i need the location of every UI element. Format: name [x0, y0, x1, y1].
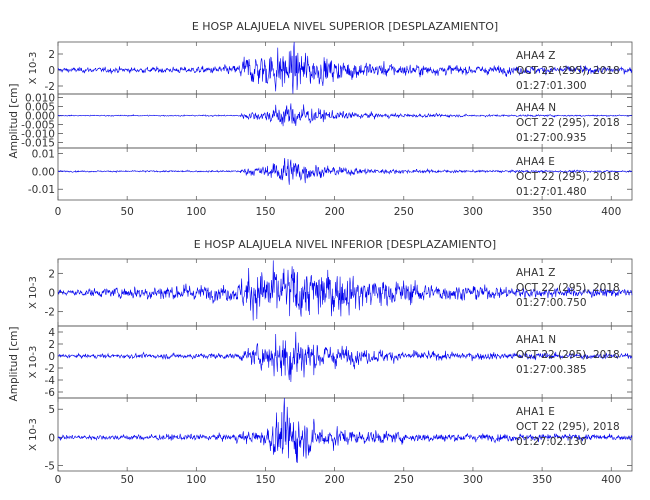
waveform-line — [57, 103, 633, 127]
trace-panel-aha4-z: -2 0 2 X 10-3 AHA4 Z OCT 22 (295), 2018 01:27:… — [28, 41, 633, 95]
station-label: AHA1 Z — [516, 267, 555, 279]
y-axis-label: Amplitud [cm] — [8, 327, 20, 402]
y-tick-label: 0 — [48, 65, 55, 77]
x-tick-label: 250 — [394, 474, 414, 486]
date-label: OCT 22 (295), 2018 — [516, 421, 620, 433]
scale-label: X 10-3 — [28, 418, 39, 451]
y-tick-label: 2 — [48, 268, 55, 280]
date-label: OCT 22 (295), 2018 — [516, 282, 620, 294]
x-tick-label: 250 — [394, 206, 414, 218]
time-label: 01:27:01.480 — [516, 186, 587, 198]
y-tick-label: 2 — [48, 49, 55, 61]
x-tick-label: 350 — [532, 474, 552, 486]
x-tick-label: 300 — [463, 474, 483, 486]
y-tick-label: 0.01 — [32, 148, 55, 160]
waveform-line — [57, 397, 633, 463]
y-tick-label: -2 — [45, 81, 55, 93]
y-tick-label: 4 — [48, 327, 55, 339]
y-tick-label: 0 — [48, 288, 55, 300]
scale-label: X 10-3 — [28, 346, 39, 379]
scale-label: X 10-3 — [28, 276, 39, 309]
chart-group-1: E HOSP ALAJUELA NIVEL SUPERIOR [DESPLAZA… — [8, 20, 633, 218]
y-tick-label: 0.010 — [25, 93, 55, 105]
x-tick-label: 150 — [255, 206, 275, 218]
trace-panel-aha4-e: 0.01 0.00 -0.01 AHA4 E OCT 22 (295), 2018 01:… — [28, 147, 633, 201]
y-tick-label: -2 — [45, 363, 55, 375]
chart-title: E HOSP ALAJUELA NIVEL INFERIOR [DESPLAZA… — [194, 238, 496, 251]
date-label: OCT 22 (295), 2018 — [516, 65, 620, 77]
x-tick-label: 0 — [55, 474, 62, 486]
chart-title: E HOSP ALAJUELA NIVEL SUPERIOR [DESPLAZA… — [192, 20, 498, 33]
y-tick-label: -4 — [45, 375, 56, 387]
y-tick-label: -6 — [45, 387, 56, 399]
x-tick-label: 200 — [325, 474, 345, 486]
x-tick-label: 50 — [120, 206, 133, 218]
station-label: AHA4 Z — [516, 50, 555, 62]
y-tick-label: -2 — [45, 307, 55, 319]
time-label: 01:27:01.300 — [516, 80, 587, 92]
y-tick-label: 5 — [48, 404, 55, 416]
station-label: AHA1 E — [516, 406, 555, 418]
x-tick-label: 200 — [325, 206, 345, 218]
x-tick-label: 50 — [120, 474, 133, 486]
trace-panel-aha1-e: 5 0 -5 X 10-3 AHA1 E OCT 22 (295), 2018 01:27:… — [28, 397, 633, 472]
y-tick-label: -0.005 — [21, 120, 55, 132]
chart-group-2: E HOSP ALAJUELA NIVEL INFERIOR [DESPLAZA… — [8, 238, 633, 486]
x-tick-label: 0 — [55, 206, 62, 218]
y-tick-label: -0.01 — [28, 184, 55, 196]
waveform-line — [57, 41, 633, 95]
y-tick-label: -0.010 — [21, 129, 55, 141]
x-tick-label: 150 — [255, 474, 275, 486]
x-tick-label: 400 — [601, 474, 621, 486]
trace-panel-aha1-z: -2 0 2 X 10-3 AHA1 Z OCT 22 (295), 2018 01:27:… — [28, 258, 633, 327]
panel-frame — [57, 147, 633, 201]
y-tick-label: 0 — [48, 351, 55, 363]
x-tick-label: 350 — [532, 206, 552, 218]
date-label: OCT 22 (295), 2018 — [516, 117, 620, 129]
y-tick-label: -0.015 — [21, 138, 55, 150]
waveform-line — [57, 331, 633, 383]
time-label: 01:27:00.385 — [516, 364, 587, 376]
x-tick-label: 100 — [186, 206, 206, 218]
time-label: 01:27:00.935 — [516, 132, 587, 144]
trace-panel-aha1-n: 420-2-4-6 X 10-3 AHA1 N OCT 22 (295), 2018 0… — [28, 325, 633, 399]
y-tick-label: 0.000 — [25, 111, 55, 123]
x-tick-label: 100 — [186, 474, 206, 486]
y-tick-label: 2 — [48, 339, 55, 351]
panel-frame — [57, 397, 633, 472]
y-tick-label: 0.005 — [25, 102, 55, 114]
x-tick-label: 300 — [463, 206, 483, 218]
x-tick-label: 400 — [601, 206, 621, 218]
scale-label: X 10-3 — [28, 52, 39, 85]
date-label: OCT 22 (295), 2018 — [516, 349, 620, 361]
y-tick-label: 0 — [48, 432, 55, 444]
time-label: 01:27:00.750 — [516, 297, 587, 309]
waveform-line — [57, 260, 633, 321]
station-label: AHA1 N — [516, 334, 556, 346]
y-tick-label: 0.00 — [32, 166, 55, 178]
y-axis-label: Amplitud [cm] — [8, 84, 20, 159]
time-label: 01:27:02.130 — [516, 436, 587, 448]
station-label: AHA4 E — [516, 156, 555, 168]
station-label: AHA4 N — [516, 102, 556, 114]
date-label: OCT 22 (295), 2018 — [516, 171, 620, 183]
waveform-line — [57, 158, 633, 185]
y-tick-label: -5 — [45, 460, 55, 472]
